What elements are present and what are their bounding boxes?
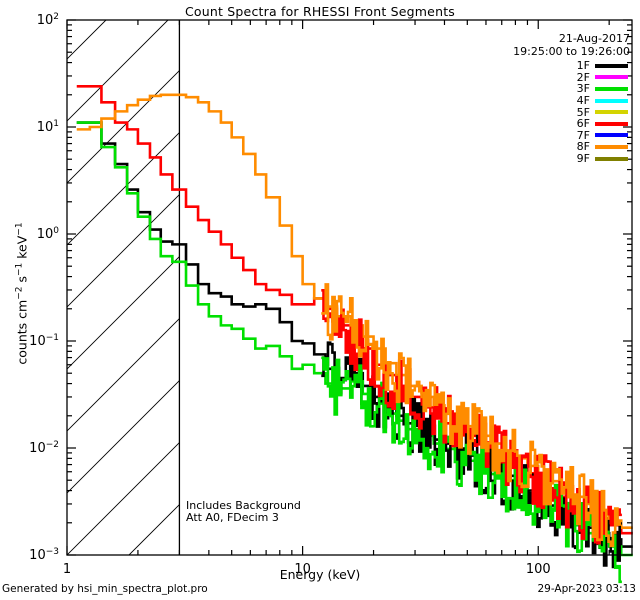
legend: 1F 2F 3F 4F 5F 6F 7F 8F 9F — [576, 59, 628, 166]
footer-generator: Generated by hsi_min_spectra_plot.pro — [2, 583, 208, 595]
legend-swatch — [595, 98, 628, 103]
axis-ticks — [66, 19, 632, 556]
legend-label: 3F — [576, 82, 590, 96]
legend-label: 8F — [576, 140, 590, 154]
observation-date: 21-Aug-2017 — [558, 32, 630, 45]
observation-header: 21-Aug-2017 19:25:00 to 19:26:00 — [513, 32, 630, 58]
legend-label: 6F — [576, 117, 590, 131]
legend-item-5f: 5F — [576, 105, 628, 119]
legend-item-6f: 6F — [576, 117, 628, 131]
legend-label: 9F — [576, 152, 590, 166]
legend-label: 2F — [576, 70, 590, 84]
legend-label: 4F — [576, 94, 590, 108]
y-tick-label: 100 — [37, 226, 60, 242]
legend-label: 1F — [576, 59, 590, 73]
legend-swatch — [595, 63, 628, 68]
legend-item-8f: 8F — [576, 140, 628, 154]
y-tick-label: 10−3 — [29, 547, 59, 563]
legend-item-4f: 4F — [576, 94, 628, 108]
observation-interval: 19:25:00 to 19:26:00 — [513, 45, 630, 58]
legend-swatch — [595, 121, 628, 126]
legend-item-7f: 7F — [576, 128, 628, 142]
legend-swatch — [595, 156, 628, 161]
legend-item-2f: 2F — [576, 70, 628, 84]
chart-title: Count Spectra for RHESSI Front Segments — [184, 4, 456, 19]
y-tick-label: 102 — [37, 12, 59, 28]
legend-item-3f: 3F — [576, 82, 628, 96]
x-axis-label: Energy (keV) — [279, 567, 361, 582]
footer-timestamp: 29-Apr-2023 03:13 — [537, 583, 636, 595]
plot-frame — [66, 19, 633, 556]
legend-item-9f: 9F — [576, 152, 628, 166]
x-tick-label: 1 — [63, 562, 71, 577]
y-tick-label: 101 — [37, 119, 59, 135]
plot-annotation: Includes Background Att A0, FDecim 3 — [186, 500, 301, 524]
annotation-line-1: Includes Background — [186, 499, 301, 512]
y-tick-label: 10−2 — [29, 440, 59, 456]
annotation-line-2: Att A0, FDecim 3 — [186, 511, 279, 524]
legend-swatch — [595, 110, 628, 115]
x-tick-label: 10 — [294, 562, 311, 577]
legend-swatch — [595, 144, 628, 149]
legend-swatch — [595, 86, 628, 91]
legend-label: 7F — [576, 128, 590, 142]
y-tick-label: 10−1 — [29, 333, 59, 349]
x-tick-label: 100 — [526, 562, 551, 577]
legend-item-1f: 1F — [576, 59, 628, 73]
legend-label: 5F — [576, 105, 590, 119]
legend-swatch — [595, 75, 628, 80]
hatched-region — [67, 20, 180, 555]
legend-swatch — [595, 133, 628, 138]
y-axis-label: counts cm−2 s−1 keV−1 — [14, 222, 30, 365]
series-8f-tail — [321, 283, 622, 548]
